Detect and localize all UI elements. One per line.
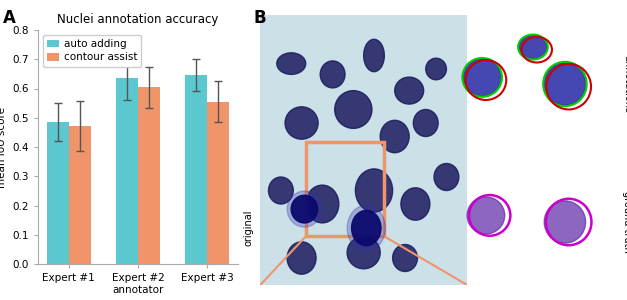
Ellipse shape <box>285 107 318 139</box>
Ellipse shape <box>287 191 322 227</box>
Bar <box>306 142 384 236</box>
Ellipse shape <box>347 236 380 269</box>
Ellipse shape <box>320 61 345 88</box>
Ellipse shape <box>401 188 430 220</box>
Text: A: A <box>3 9 16 27</box>
Ellipse shape <box>544 201 586 243</box>
Ellipse shape <box>519 35 547 59</box>
Ellipse shape <box>306 185 339 223</box>
Ellipse shape <box>277 53 306 74</box>
Bar <box>69 126 91 264</box>
Ellipse shape <box>413 110 438 136</box>
Text: original: original <box>243 210 253 246</box>
Title: Nuclei annotation accuracy: Nuclei annotation accuracy <box>57 13 219 26</box>
Ellipse shape <box>463 59 501 96</box>
Ellipse shape <box>467 197 505 234</box>
Y-axis label: mean IoU score: mean IoU score <box>0 106 6 188</box>
Ellipse shape <box>380 120 409 153</box>
Bar <box>138 87 160 264</box>
Ellipse shape <box>268 177 293 204</box>
Text: B: B <box>254 9 266 27</box>
Ellipse shape <box>352 210 381 246</box>
Text: ground truth: ground truth <box>622 191 627 253</box>
Ellipse shape <box>364 39 384 72</box>
Ellipse shape <box>356 169 393 212</box>
Ellipse shape <box>434 164 459 190</box>
Ellipse shape <box>335 91 372 128</box>
Ellipse shape <box>544 63 586 105</box>
Ellipse shape <box>287 242 316 274</box>
Ellipse shape <box>395 77 424 104</box>
Text: annotations: annotations <box>622 55 627 113</box>
Ellipse shape <box>426 58 446 80</box>
Bar <box>47 122 69 264</box>
Ellipse shape <box>393 244 418 272</box>
Bar <box>207 102 229 264</box>
Ellipse shape <box>347 205 386 251</box>
Bar <box>185 75 207 264</box>
Bar <box>116 78 138 264</box>
Legend: auto adding, contour assist: auto adding, contour assist <box>43 35 141 67</box>
Ellipse shape <box>291 195 318 223</box>
